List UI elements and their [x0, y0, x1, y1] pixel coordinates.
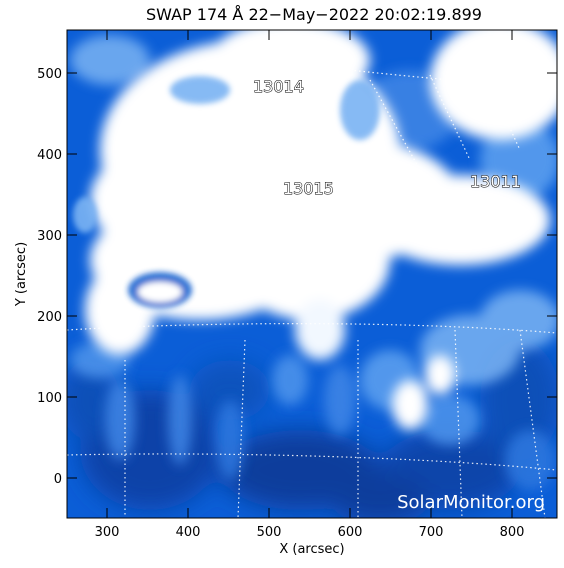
y-axis-label: Y (arcsec)	[14, 242, 29, 307]
euv-image	[67, 30, 557, 518]
y-tick-label: 300	[37, 229, 62, 244]
tick-marks	[67, 30, 557, 518]
y-tick-label: 400	[37, 148, 62, 163]
watermark: SolarMonitor.org	[397, 492, 545, 513]
region-label-13011: 13011	[470, 172, 521, 191]
region-label-13015: 13015	[283, 179, 334, 198]
y-tick-label: 100	[37, 391, 62, 406]
x-tick-label: 700	[419, 525, 444, 540]
x-tick-label: 300	[95, 525, 120, 540]
y-tick-label: 200	[37, 310, 62, 325]
x-axis-label: X (arcsec)	[279, 542, 344, 557]
x-tick-labels: 300 400 500 600 700 800	[95, 525, 525, 540]
y-tick-label: 0	[54, 472, 62, 487]
region-label-13014: 13014	[253, 77, 304, 96]
x-tick-label: 500	[257, 525, 282, 540]
x-tick-label: 400	[176, 525, 201, 540]
y-tick-label: 500	[37, 67, 62, 82]
active-region-labels: 13014 13015 13011	[253, 77, 522, 199]
x-tick-label: 800	[500, 525, 525, 540]
image-title: SWAP 174 Å 22−May−2022 20:02:19.899	[146, 5, 482, 24]
plot-frame	[66, 29, 558, 519]
y-tick-labels: 500 400 300 200 100 0	[37, 67, 62, 487]
heliographic-grid	[67, 69, 557, 518]
x-tick-label: 600	[338, 525, 363, 540]
coronal-loops	[73, 76, 380, 308]
